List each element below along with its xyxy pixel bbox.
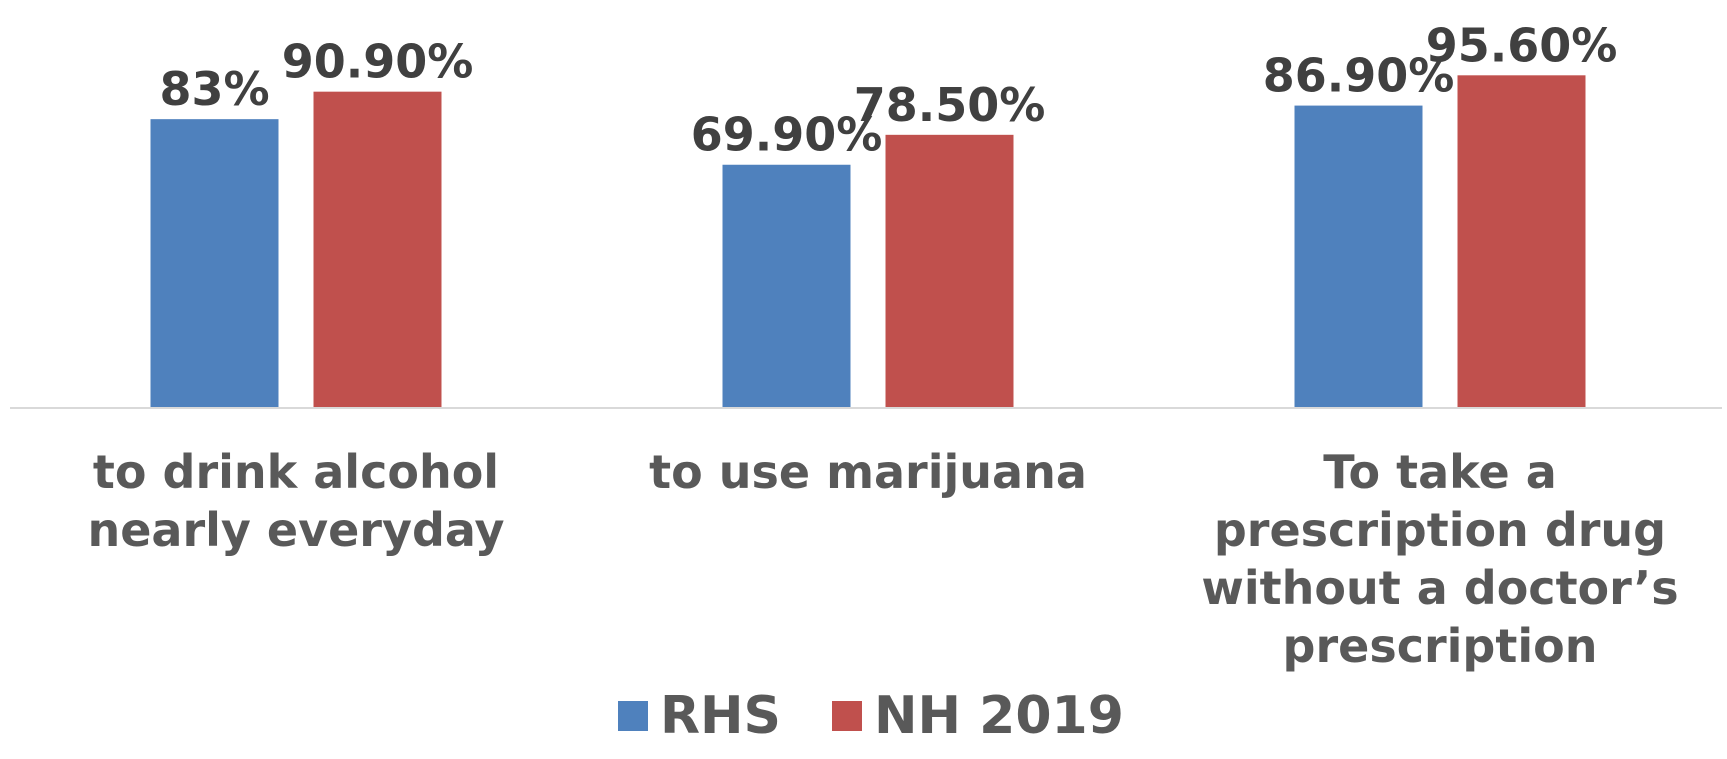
bar-nh2019-1 [885,134,1014,408]
data-labels-layer: 83%90.90% 69.90%78.50% 86.90%95.60% [159,18,1617,161]
legend-swatch-rhs [618,701,648,731]
category-label-2-line-0: To take a [1323,445,1557,499]
category-label-0-line-1: nearly everyday [87,503,504,557]
data-label-nh2019-2: 95.60% [1426,18,1618,72]
data-label-rhs-2: 86.90% [1263,49,1455,103]
legend-label-rhs: RHS [660,686,781,746]
bar-rhs-2 [1294,105,1423,408]
legend-swatch-nh2019 [832,701,862,731]
bars-layer [150,75,1586,408]
bar-rhs-1 [722,164,851,408]
data-label-nh2019-0: 90.90% [282,35,474,89]
legend: RHS NH 2019 [618,686,1124,746]
category-label-2-line-1: prescription drug [1214,503,1666,557]
category-label-2-line-2: without a doctor’s [1201,561,1678,615]
data-label-rhs-1: 69.90% [691,108,883,162]
legend-label-nh2019: NH 2019 [874,686,1124,746]
category-label-2-line-3: prescription [1283,619,1598,673]
bar-nh2019-2 [1457,75,1586,408]
category-label-1-line-0: to use marijuana [649,445,1087,499]
data-label-rhs-0: 83% [159,62,269,116]
category-label-0-line-0: to drink alcohol [93,445,499,499]
bar-nh2019-0 [313,91,442,408]
bar-rhs-0 [150,119,279,408]
data-label-nh2019-1: 78.50% [854,78,1046,132]
